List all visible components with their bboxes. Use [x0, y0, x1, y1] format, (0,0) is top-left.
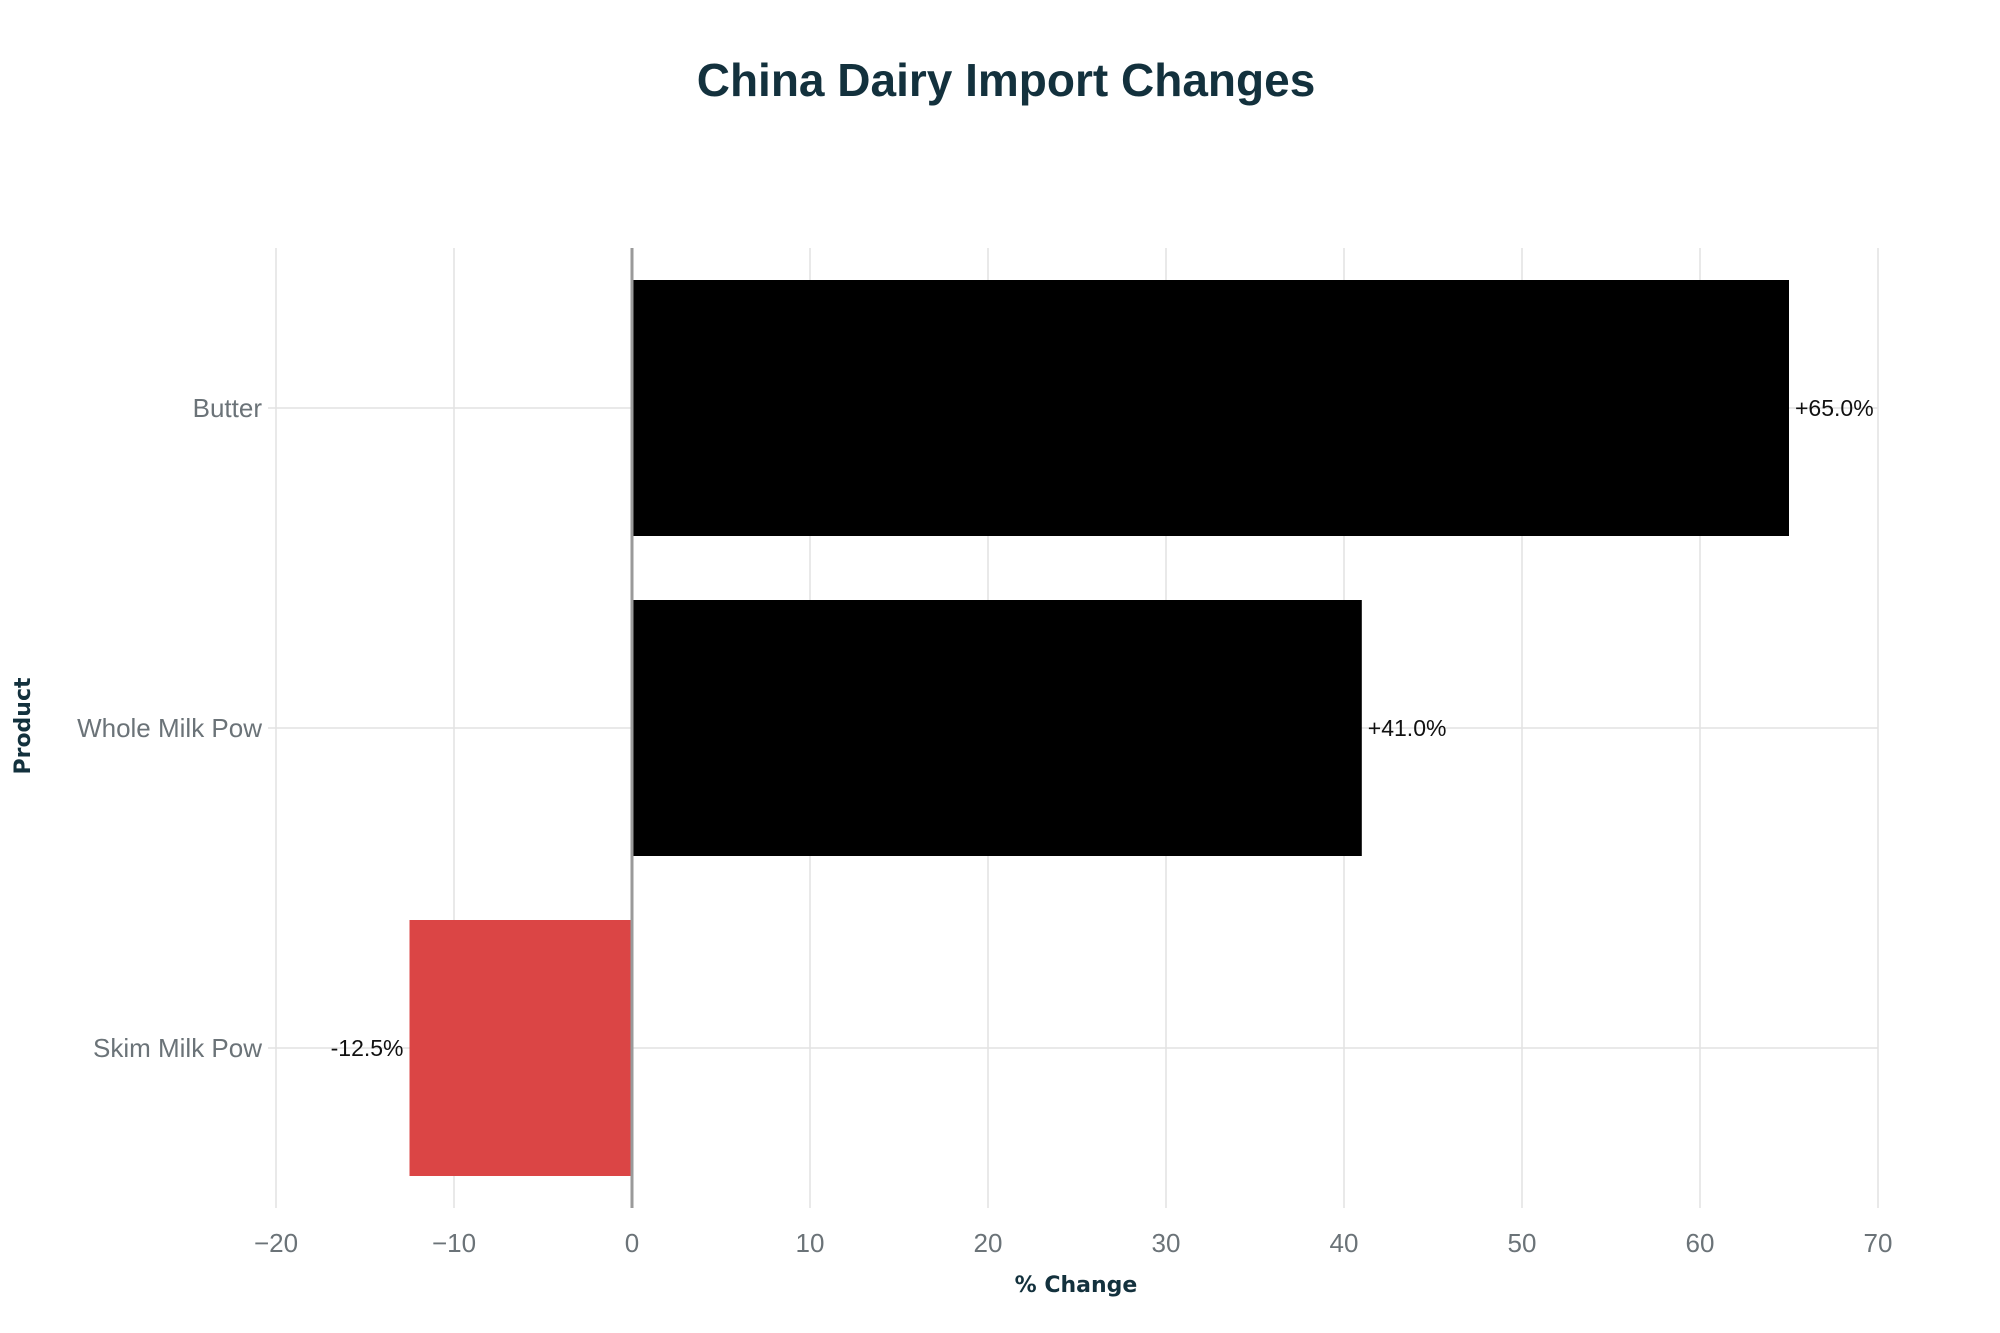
- data-label: +41.0%: [1368, 715, 1447, 741]
- x-tick-label: −20: [254, 1228, 298, 1258]
- bar: [632, 280, 1789, 536]
- labels-layer: −20 −10 0 10 20 30 40 50 60 70 Butter Whole Milk Po…: [77, 393, 1892, 1258]
- x-axis-title: % Change: [1015, 1273, 1138, 1298]
- x-tick-label: 70: [1864, 1228, 1893, 1258]
- bar: [409, 920, 632, 1176]
- chart-title: China Dairy Import Changes: [697, 54, 1316, 106]
- x-tick-label: 0: [625, 1228, 639, 1258]
- x-tick-label: 40: [1330, 1228, 1359, 1258]
- bars-layer: [409, 248, 1789, 1208]
- category-label: Whole Milk Pow: [77, 713, 262, 743]
- x-tick-label: 60: [1686, 1228, 1715, 1258]
- bar: [632, 600, 1362, 856]
- data-label: -12.5%: [331, 1035, 404, 1061]
- x-tick-label: 10: [796, 1228, 825, 1258]
- x-tick-label: 30: [1152, 1228, 1181, 1258]
- x-tick-label: −10: [432, 1228, 476, 1258]
- y-axis-title: Product: [11, 677, 36, 775]
- category-label: Butter: [193, 393, 263, 423]
- x-tick-label: 20: [974, 1228, 1003, 1258]
- category-label: Skim Milk Pow: [93, 1033, 262, 1063]
- x-tick-label: 50: [1508, 1228, 1537, 1258]
- data-label: +65.0%: [1795, 395, 1874, 421]
